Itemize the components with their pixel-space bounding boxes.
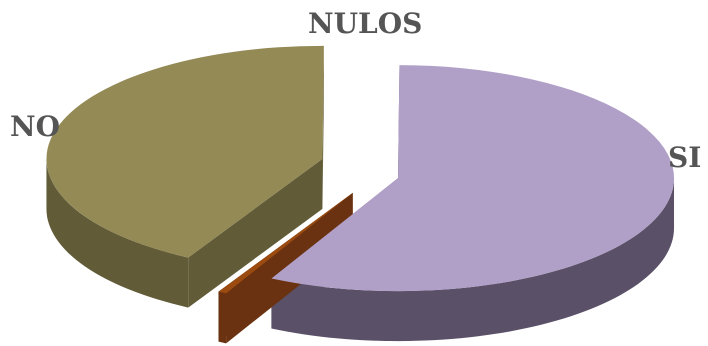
slice-side-nulos [218, 292, 226, 344]
slice-label-si: SI [668, 141, 701, 174]
slice-label-nulos: NULOS [308, 7, 422, 40]
slice-label-no: NO [10, 110, 60, 143]
